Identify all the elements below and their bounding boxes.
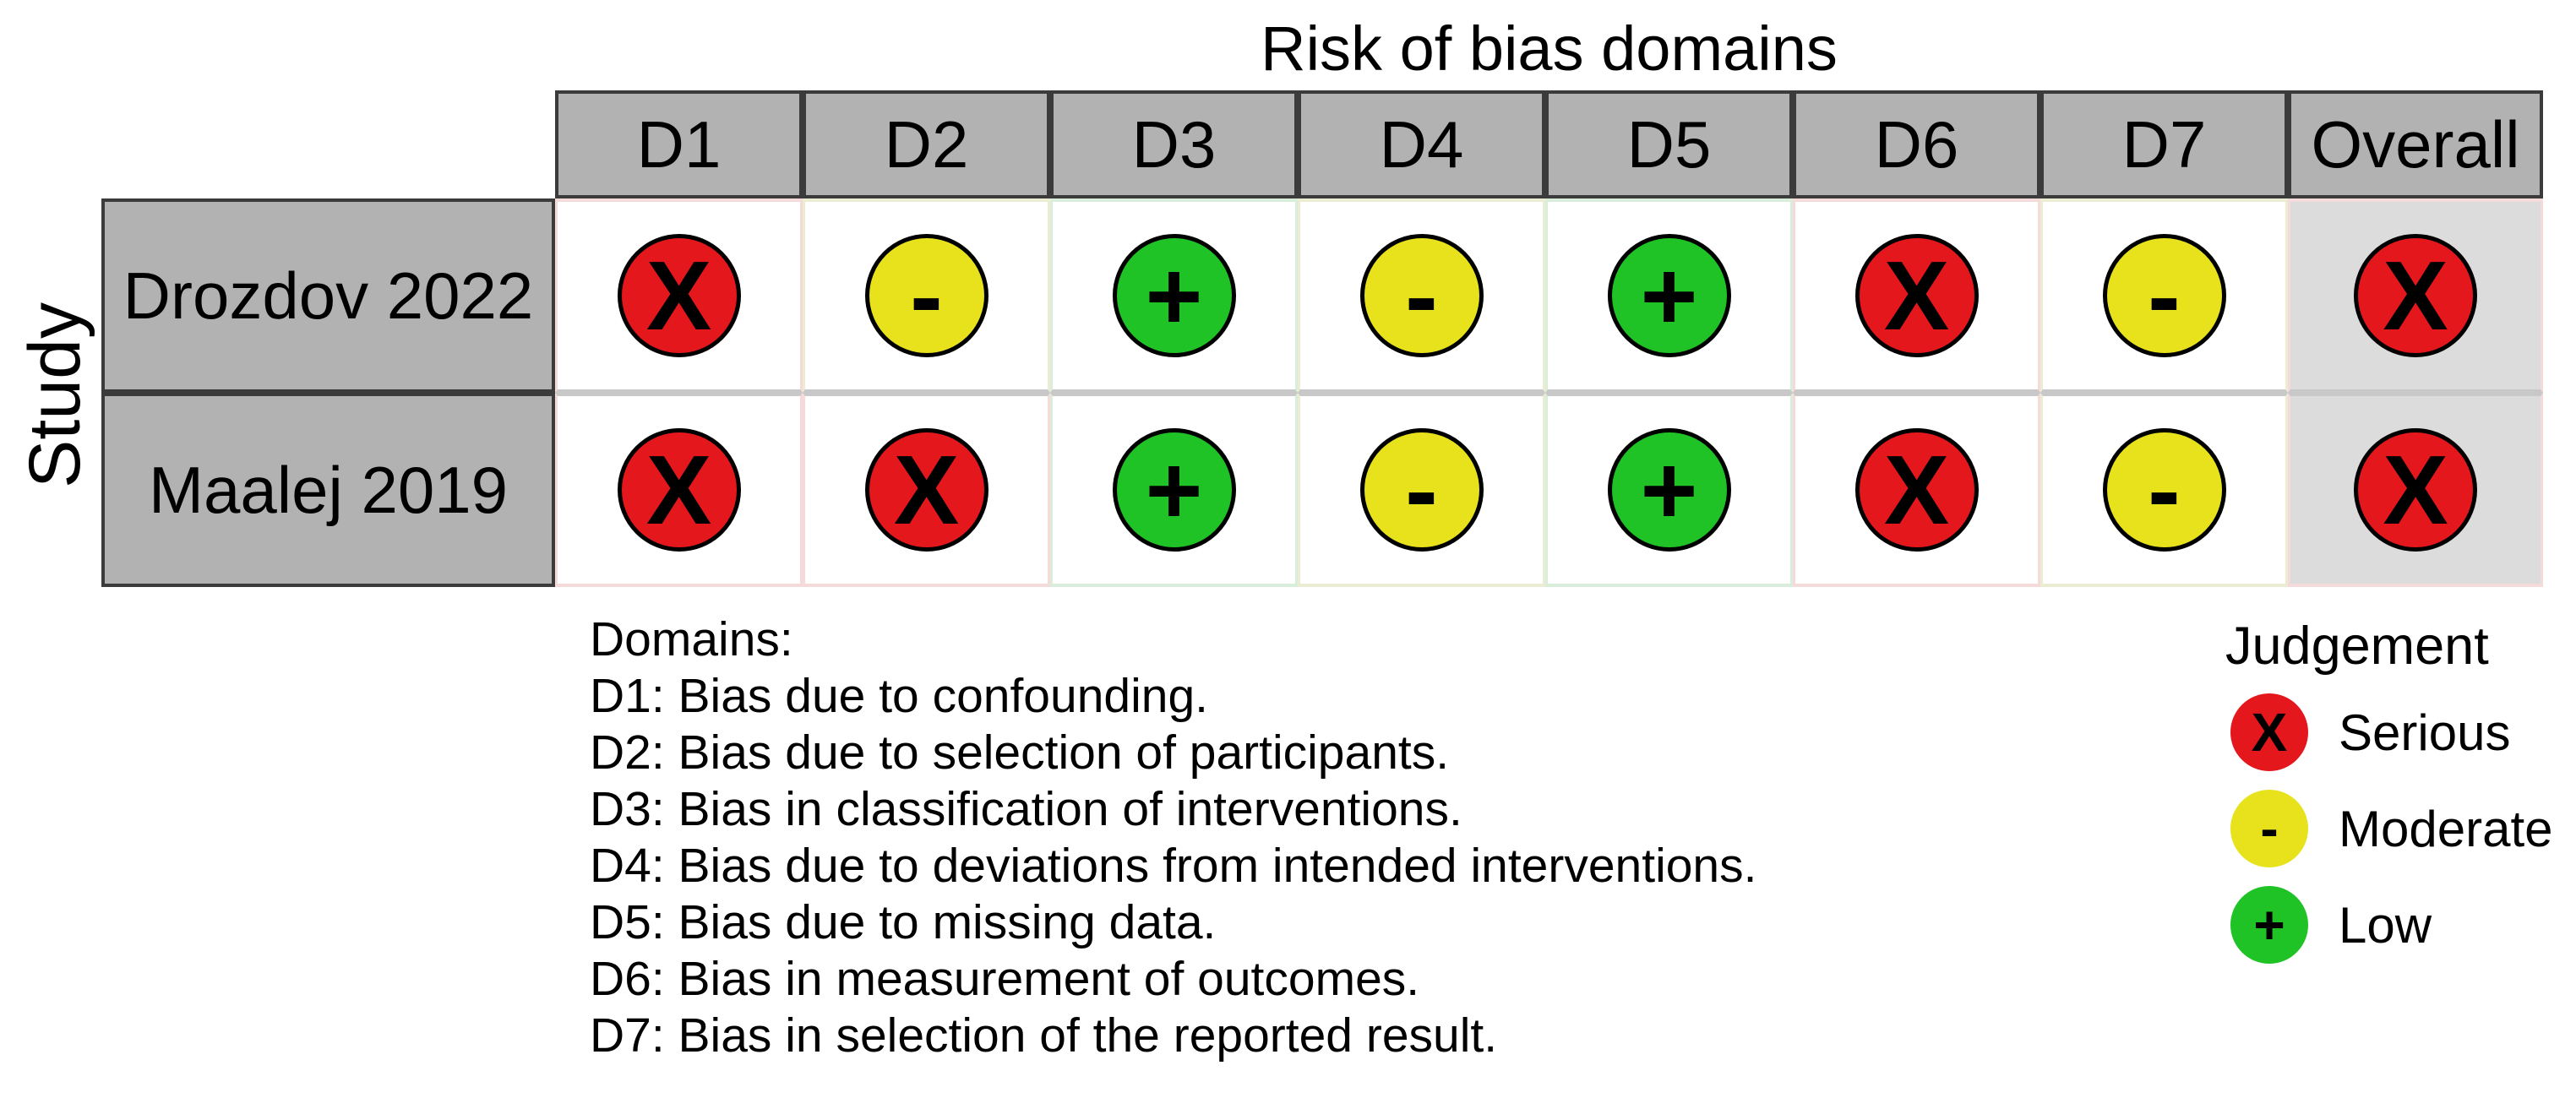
judgement-circle-icon: X — [2354, 428, 2477, 552]
figure-title: Risk of bias domains — [1261, 14, 1838, 84]
traffic-light-cell: X — [555, 198, 803, 393]
domain-definition-line: D3: Bias in classification of interventi… — [590, 782, 1462, 836]
legend-item-label: Moderate — [2339, 800, 2553, 857]
traffic-light-cell: X — [555, 393, 803, 587]
traffic-light-cell: - — [1298, 393, 1545, 587]
domain-definition-line: D2: Bias due to selection of participant… — [590, 726, 1450, 780]
legend-judgement-symbol: + — [2253, 894, 2285, 955]
traffic-light-cell: X — [1793, 198, 2040, 393]
traffic-light-cell: - — [2040, 393, 2288, 587]
domains-note: Domains: D1: Bias due to confounding. D2: … — [590, 612, 1756, 1064]
traffic-light-cell: - — [803, 198, 1050, 393]
judgement-legend: Judgement X Serious - Moderate + Low — [2222, 614, 2552, 982]
table-corner-spacer — [101, 90, 555, 198]
domain-definition-line: D7: Bias in selection of the reported re… — [590, 1008, 1498, 1063]
domain-definition-line: D5: Bias due to missing data. — [590, 895, 1217, 949]
judgement-symbol: X — [645, 241, 712, 351]
legend-items: X Serious - Moderate + Low — [2222, 693, 2552, 964]
domain-header-cell: D1 — [555, 90, 803, 198]
domain-header-cell: D4 — [1298, 90, 1545, 198]
legend-judgement-icon: X — [2230, 693, 2308, 771]
judgement-symbol: - — [910, 241, 943, 351]
domain-definition-line: D1: Bias due to confounding. — [590, 669, 1209, 723]
domain-definition-line: D6: Bias in measurement of outcomes. — [590, 952, 1420, 1006]
judgement-circle-icon: X — [864, 428, 988, 552]
traffic-light-cell: X — [803, 393, 1050, 587]
legend-item: X Serious — [2222, 693, 2552, 771]
judgement-symbol: - — [1405, 435, 1438, 545]
traffic-light-table: D1 D2 D3 D4 D5 D6 D7 Overall Drozdov 2022 X - + - + X -… — [101, 90, 2543, 587]
judgement-circle-icon: - — [2102, 234, 2226, 357]
judgement-symbol: X — [893, 435, 960, 545]
judgement-circle-icon: - — [864, 234, 988, 357]
judgement-symbol: + — [1640, 241, 1698, 351]
legend-judgement-icon: - — [2230, 790, 2308, 867]
study-row-label: Maalej 2019 — [101, 393, 555, 587]
judgement-symbol: X — [2383, 435, 2448, 545]
judgement-symbol: X — [1883, 241, 1950, 351]
study-row-label: Drozdov 2022 — [101, 198, 555, 393]
legend-item: + Low — [2222, 886, 2552, 964]
judgement-symbol: X — [2383, 241, 2448, 351]
traffic-light-cell: + — [1050, 198, 1298, 393]
legend-item: - Moderate — [2222, 790, 2552, 867]
legend-item-label: Serious — [2339, 704, 2511, 761]
legend-judgement-symbol: - — [2260, 798, 2279, 859]
domain-header-cell: D7 — [2040, 90, 2288, 198]
judgement-circle-icon: X — [2354, 234, 2477, 357]
judgement-circle-icon: - — [1359, 234, 1484, 357]
traffic-light-cell: + — [1545, 198, 1793, 393]
judgement-circle-icon: + — [1607, 428, 1731, 552]
judgement-symbol: + — [1145, 435, 1203, 545]
traffic-light-cell: X — [2288, 393, 2543, 587]
judgement-symbol: - — [1405, 241, 1438, 351]
domain-header-cell: D2 — [803, 90, 1050, 198]
traffic-light-cell: + — [1050, 393, 1298, 587]
judgement-circle-icon: X — [617, 234, 741, 357]
domain-definition-line: Domains: — [590, 612, 793, 666]
judgement-circle-icon: - — [2102, 428, 2226, 552]
domain-definition-line: D4: Bias due to deviations from intended… — [590, 839, 1757, 893]
judgement-symbol: - — [2148, 241, 2181, 351]
judgement-symbol: X — [645, 435, 712, 545]
judgement-circle-icon: - — [1359, 428, 1484, 552]
legend-item-label: Low — [2339, 896, 2432, 954]
judgement-circle-icon: X — [617, 428, 741, 552]
judgement-circle-icon: X — [1854, 234, 1979, 357]
traffic-light-cell: X — [2288, 198, 2543, 393]
domain-header-cell: D3 — [1050, 90, 1298, 198]
legend-title: Judgement — [2225, 617, 2489, 676]
judgement-circle-icon: + — [1112, 428, 1236, 552]
judgement-symbol: + — [1145, 241, 1203, 351]
traffic-light-cell: - — [2040, 198, 2288, 393]
study-axis-label: Study — [14, 302, 95, 488]
legend-judgement-symbol: X — [2251, 702, 2288, 763]
domain-header-cell: D6 — [1793, 90, 2040, 198]
judgement-circle-icon: + — [1112, 234, 1236, 357]
traffic-light-cell: + — [1545, 393, 1793, 587]
traffic-light-cell: - — [1298, 198, 1545, 393]
judgement-circle-icon: + — [1607, 234, 1731, 357]
domain-header-cell: Overall — [2288, 90, 2543, 198]
judgement-symbol: + — [1640, 435, 1698, 545]
traffic-light-cell: X — [1793, 393, 2040, 587]
domain-header-cell: D5 — [1545, 90, 1793, 198]
legend-judgement-icon: + — [2230, 886, 2308, 964]
judgement-symbol: - — [2148, 435, 2181, 545]
judgement-circle-icon: X — [1854, 428, 1979, 552]
judgement-symbol: X — [1883, 435, 1950, 545]
